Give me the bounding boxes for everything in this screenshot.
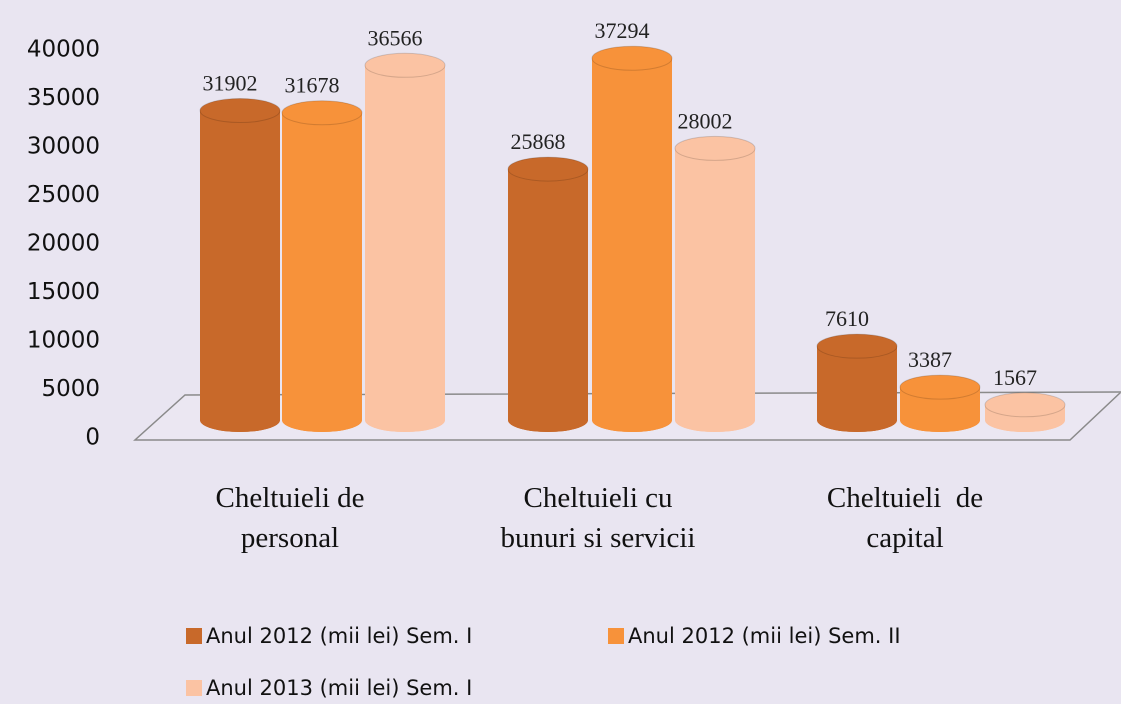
bar-body bbox=[817, 346, 897, 420]
y-tick-label: 30000 bbox=[27, 134, 100, 160]
bar-top bbox=[199, 98, 281, 124]
data-label: 31678 bbox=[285, 73, 340, 98]
bar-top bbox=[984, 392, 1066, 418]
bar-top bbox=[899, 374, 981, 400]
x-tick-label: bunuri si servicii bbox=[501, 522, 696, 554]
x-tick-label: Cheltuieli de bbox=[216, 482, 365, 514]
x-tick-label: Cheltuieli de bbox=[827, 482, 983, 514]
bar-top bbox=[674, 135, 756, 161]
legend-label: Anul 2012 (mii lei) Sem. I bbox=[206, 624, 472, 648]
data-label: 7610 bbox=[825, 306, 869, 331]
legend-swatch bbox=[186, 680, 202, 696]
bar-top bbox=[281, 100, 363, 126]
bar-body bbox=[675, 148, 755, 420]
bar-body bbox=[365, 65, 445, 420]
y-tick-label: 15000 bbox=[27, 279, 100, 305]
y-tick-label: 5000 bbox=[41, 376, 100, 402]
bar-body bbox=[282, 112, 362, 421]
data-label: 28002 bbox=[678, 108, 733, 133]
legend-label: Anul 2013 (mii lei) Sem. I bbox=[206, 676, 472, 700]
bar-top bbox=[507, 156, 589, 182]
data-label: 25868 bbox=[511, 129, 566, 154]
bar-top bbox=[364, 52, 446, 78]
x-tick-label: personal bbox=[241, 522, 339, 554]
legend-swatch bbox=[186, 628, 202, 644]
y-tick-label: 20000 bbox=[27, 231, 100, 257]
data-label: 37294 bbox=[595, 18, 650, 43]
bar-body bbox=[508, 169, 588, 420]
bar-top bbox=[816, 333, 898, 359]
data-label: 1567 bbox=[993, 365, 1037, 390]
data-label: 31902 bbox=[203, 71, 258, 96]
y-tick-label: 25000 bbox=[27, 182, 100, 208]
legend-swatch bbox=[608, 628, 624, 644]
x-tick-label: capital bbox=[866, 522, 943, 554]
y-tick-label: 0 bbox=[85, 425, 100, 451]
y-tick-label: 10000 bbox=[27, 328, 100, 354]
bar-body bbox=[592, 58, 672, 420]
y-tick-label: 35000 bbox=[27, 85, 100, 111]
data-label: 36566 bbox=[368, 25, 423, 50]
legend-label: Anul 2012 (mii lei) Sem. II bbox=[628, 624, 901, 648]
x-tick-label: Cheltuieli cu bbox=[524, 482, 673, 514]
bar-body bbox=[200, 110, 280, 420]
y-tick-label: 40000 bbox=[27, 37, 100, 63]
data-label: 3387 bbox=[908, 347, 952, 372]
bar-top bbox=[591, 45, 673, 71]
